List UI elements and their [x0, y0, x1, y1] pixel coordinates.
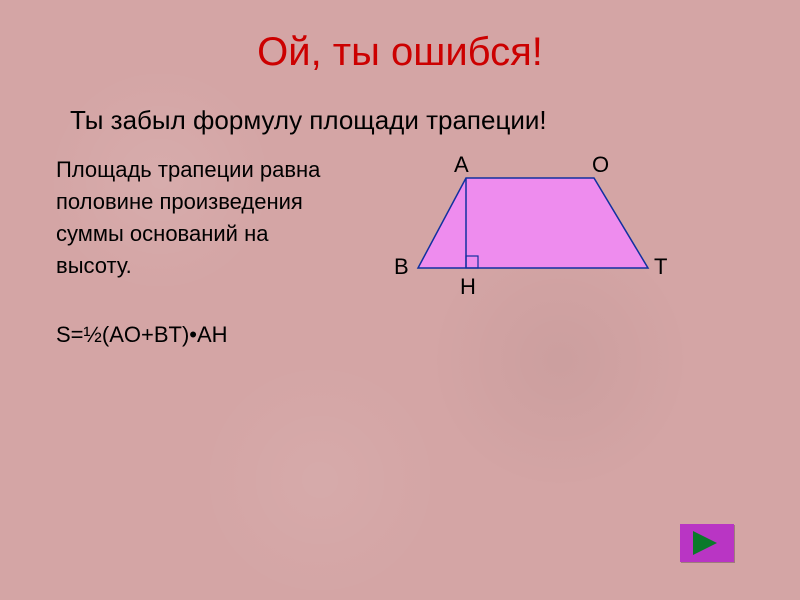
label-b: В [394, 254, 409, 280]
arrow-right-icon [693, 531, 721, 555]
label-h: Н [460, 274, 476, 300]
label-o: О [592, 152, 609, 178]
label-t: Т [654, 254, 667, 280]
slide: Ой, ты ошибся! Ты забыл формулу площади … [0, 0, 800, 600]
trapezoid-shape [418, 178, 648, 268]
label-a: А [454, 152, 469, 178]
trapezoid-svg [410, 158, 690, 338]
next-button[interactable] [680, 524, 734, 562]
trapezoid-diagram: А О В Т Н [410, 158, 690, 358]
slide-title: Ой, ты ошибся! [50, 30, 750, 75]
slide-subtitle: Ты забыл формулу площади трапеции! [50, 105, 750, 136]
